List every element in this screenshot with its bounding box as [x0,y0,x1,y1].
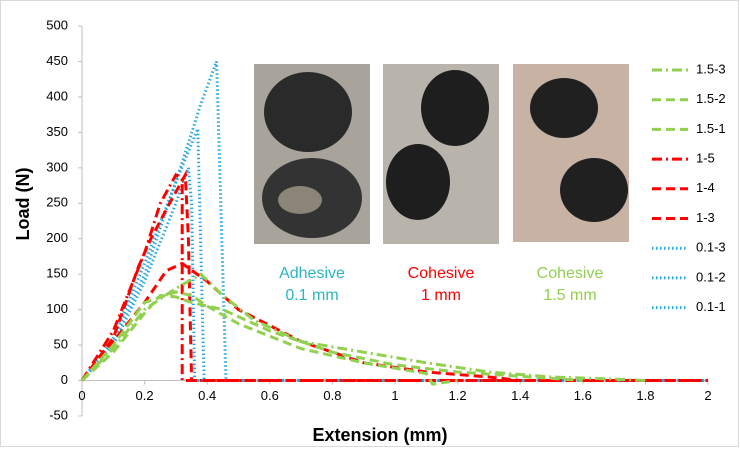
x-axis-label: Extension (mm) [312,425,447,445]
specimen [264,72,352,152]
y-tick-label: 100 [46,301,68,316]
x-tick-label: 0.6 [261,388,279,403]
x-tick-label: 1.2 [449,388,467,403]
annotation: 0.1 mm [285,287,338,304]
specimen [421,70,489,146]
x-tick-label: 0.8 [323,388,341,403]
annotation: Adhesive [279,265,345,282]
x-tick-label: 2 [704,388,711,403]
y-tick-label: 250 [46,195,68,210]
y-tick-label: 0 [61,372,68,387]
x-tick-label: 1.6 [574,388,592,403]
y-tick-label: 350 [46,124,68,139]
x-tick-label: 0 [78,388,85,403]
legend-label: 1-5 [696,151,715,166]
photos [254,64,629,244]
legend-label: 1.5-3 [696,61,726,76]
specimen [386,144,450,220]
y-tick-label: 450 [46,53,68,68]
page: Extension (mm) Load (N) -50 0 50 100 150 200 2… [0,0,740,453]
y-axis-label: Load (N) [13,168,33,241]
x-tick-label: 1.8 [636,388,654,403]
annotation: Cohesive [537,265,604,282]
y-tick-label: 150 [46,266,68,281]
y-tick-label: 500 [46,17,68,32]
x-tick-label: 0.2 [136,388,154,403]
specimen-residue [278,186,322,214]
specimen [560,158,628,222]
annotation: 1.5 mm [543,287,596,304]
x-tick-label: 1 [391,388,398,403]
legend-label: 0.1-2 [696,269,726,284]
legend-label: 0.1-3 [696,240,726,255]
x-tick-label: 1.4 [511,388,529,403]
chart: Extension (mm) Load (N) -50 0 50 100 150 200 2… [0,0,740,448]
y-tick-label: 400 [46,88,68,103]
x-tick-label: 0.4 [198,388,216,403]
y-tick-label: 200 [46,230,68,245]
annotation: Cohesive [408,265,475,282]
legend-label: 1-4 [696,180,715,195]
legend-label: 1.5-2 [696,91,726,106]
legend-label: 0.1-1 [696,299,726,314]
legend-label: 1.5-1 [696,121,726,136]
legend-label: 1-3 [696,210,715,225]
specimen [530,78,598,138]
annotation: 1 mm [421,287,461,304]
y-tick-label: 50 [54,337,68,352]
y-tick-label: 300 [46,159,68,174]
y-tick-label: -50 [49,407,68,422]
